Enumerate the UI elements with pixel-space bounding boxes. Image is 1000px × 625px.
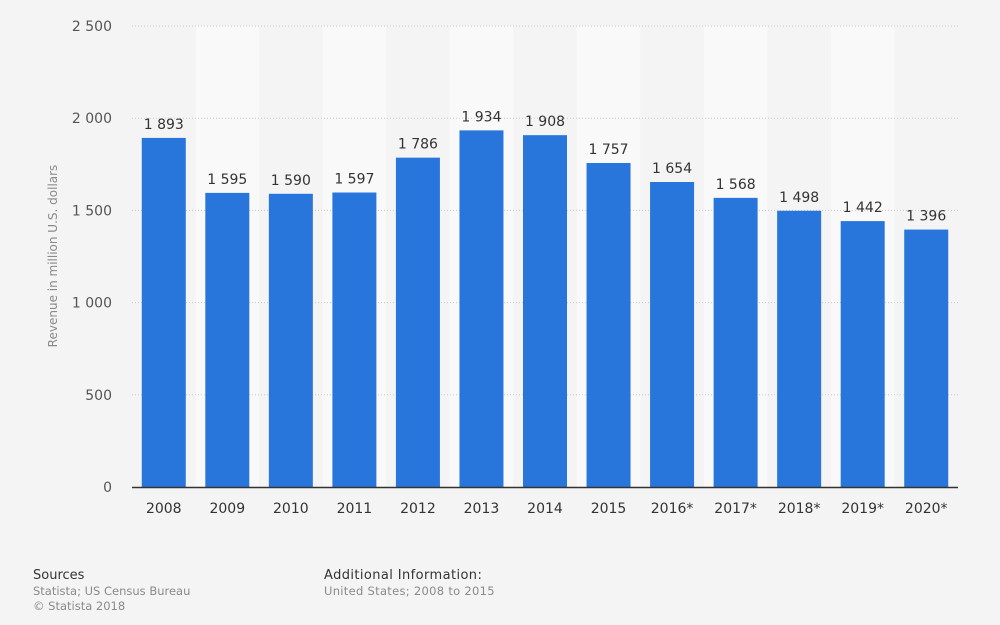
additional-info-block: Additional Information: United States; 2… (324, 568, 495, 599)
x-tick-label: 2011 (337, 501, 373, 517)
data-label: 1 595 (207, 172, 247, 188)
bar (459, 130, 504, 487)
data-labels: 1 893 1 595 1 590 1 597 1 786 1 934 1 908 1 757… (144, 109, 947, 224)
data-label: 1 757 (588, 142, 628, 158)
copyright-line: © Statista 2018 (33, 599, 126, 613)
x-tick-label: 2013 (464, 501, 500, 517)
x-tick-label: 2014 (527, 501, 563, 517)
bar (650, 182, 695, 488)
bar (523, 135, 567, 487)
y-tick-label: 1 000 (72, 296, 112, 312)
data-label: 1 396 (906, 209, 946, 225)
revenue-bar-chart: 0 500 1 000 1 500 2 000 2 500 1 893 1 595 1 590… (46, 19, 958, 517)
data-label: 1 498 (779, 190, 819, 206)
data-label: 1 908 (525, 114, 565, 130)
bar (332, 192, 377, 488)
x-tick-label: 2009 (209, 501, 245, 517)
y-tick-label: 1 500 (72, 203, 112, 219)
bar (586, 163, 631, 487)
x-tick-label: 2010 (273, 501, 309, 517)
data-label: 1 786 (398, 137, 438, 153)
data-label: 1 893 (144, 117, 184, 133)
y-tick-label: 2 000 (72, 111, 112, 127)
x-tick-label: 2016* (651, 501, 694, 517)
additional-info-title: Additional Information: (324, 568, 483, 583)
sources-line: Statista; US Census Bureau (33, 584, 191, 598)
bar (205, 192, 250, 487)
bars (141, 130, 949, 488)
additional-info-text: United States; 2008 to 2015 (324, 584, 495, 598)
x-tick-label: 2012 (400, 501, 436, 517)
y-tick-label: 0 (103, 480, 112, 496)
x-tick-label: 2018* (778, 501, 821, 517)
data-label: 1 597 (334, 172, 374, 188)
bar (713, 197, 758, 488)
y-tick-label: 500 (85, 388, 112, 404)
y-tick-label: 2 500 (72, 19, 112, 35)
bar (777, 210, 822, 487)
bar (395, 157, 440, 487)
data-label: 1 934 (461, 109, 501, 125)
x-tick-label: 2015 (591, 501, 627, 517)
data-label: 1 442 (843, 200, 883, 216)
data-label: 1 568 (716, 177, 756, 193)
x-tick-label: 2008 (146, 501, 182, 517)
x-axis-ticks: 2008 2009 2010 2011 2012 2013 2014 2015 2016* 201… (146, 501, 948, 517)
sources-title: Sources (33, 568, 85, 583)
x-tick-label: 2019* (841, 501, 884, 517)
bar (141, 137, 186, 488)
y-axis-ticks: 0 500 1 000 1 500 2 000 2 500 (72, 19, 112, 496)
bar (268, 193, 313, 487)
x-tick-label: 2020* (905, 501, 948, 517)
sources-block: Sources Statista; US Census Bureau © Sta… (33, 568, 190, 614)
data-label: 1 590 (271, 173, 311, 189)
data-label: 1 654 (652, 161, 692, 177)
x-tick-label: 2017* (714, 501, 757, 517)
bar (840, 221, 885, 487)
y-axis-label: Revenue in million U.S. dollars (46, 165, 60, 348)
bar (904, 229, 949, 487)
